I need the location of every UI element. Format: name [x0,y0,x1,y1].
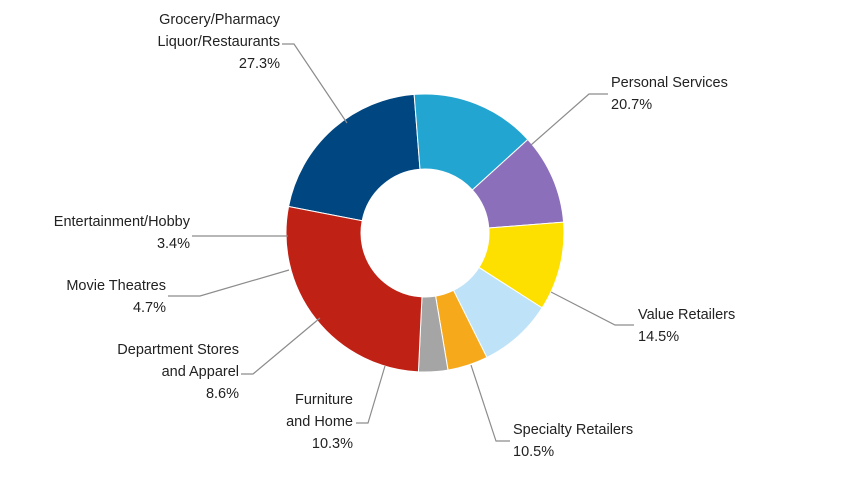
leader-line-personal-services [530,93,608,146]
category-label-grocery-pharmacy-liquor-restaurants: Liquor/Restaurants [157,34,280,50]
value-label-furniture-and-home: 10.3% [312,436,353,452]
category-label-furniture-and-home: and Home [286,414,353,430]
category-label-entertainment-hobby: Entertainment/Hobby [54,214,191,230]
category-label-grocery-pharmacy-liquor-restaurants: Grocery/Pharmacy [159,12,281,28]
leader-lines [168,43,634,442]
slice-personal-services [287,93,421,222]
value-label-department-stores-and-apparel: 8.6% [206,386,239,402]
leader-line-furniture-and-home [356,365,386,424]
category-label-specialty-retailers: Specialty Retailers [513,422,633,438]
category-label-furniture-and-home: Furniture [295,392,353,408]
slice-grocery-pharmacy-liquor-restaurants [285,205,423,373]
leader-line-value-retailers [550,291,634,326]
value-label-entertainment-hobby: 3.4% [157,236,190,252]
leader-line-department-stores-and-apparel [241,317,321,375]
value-label-personal-services: 20.7% [611,97,652,113]
slice-labels: Personal Services 20.7% Value Retailers 14.… [54,12,735,460]
value-label-movie-theatres: 4.7% [133,300,166,316]
category-label-department-stores-and-apparel: Department Stores [117,342,239,358]
donut-slices [285,93,565,373]
category-label-department-stores-and-apparel: and Apparel [162,364,239,380]
leader-line-movie-theatres [168,269,290,297]
leader-line-grocery-pharmacy-liquor-restaurants [282,43,348,124]
category-label-value-retailers: Value Retailers [638,307,735,323]
category-label-personal-services: Personal Services [611,75,728,91]
leader-line-specialty-retailers [470,364,510,442]
value-label-grocery-pharmacy-liquor-restaurants: 27.3% [239,56,280,72]
value-label-specialty-retailers: 10.5% [513,444,554,460]
value-label-value-retailers: 14.5% [638,329,679,345]
category-label-movie-theatres: Movie Theatres [66,278,166,294]
